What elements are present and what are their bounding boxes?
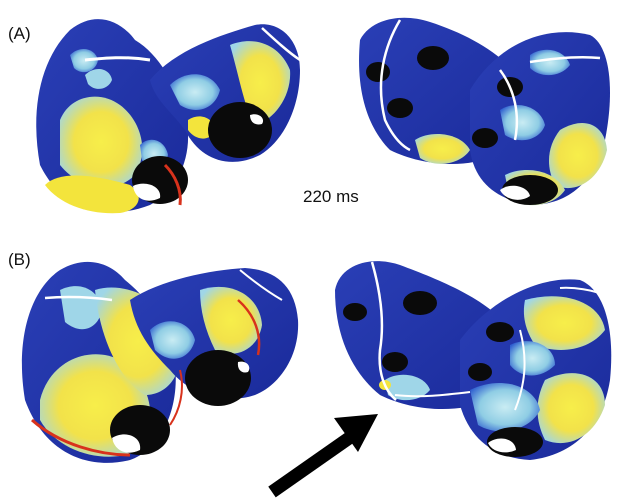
panel-label-a: (A)	[8, 24, 31, 43]
panel-b-left-atria	[21, 261, 299, 463]
arrow-icon	[268, 414, 378, 498]
time-label: 220 ms	[303, 187, 359, 206]
panel-b-right-atria	[335, 261, 612, 460]
panel-label-b: (B)	[8, 250, 31, 269]
panel-a-left-atria	[36, 19, 301, 214]
panel-a-right-atria	[359, 17, 610, 206]
